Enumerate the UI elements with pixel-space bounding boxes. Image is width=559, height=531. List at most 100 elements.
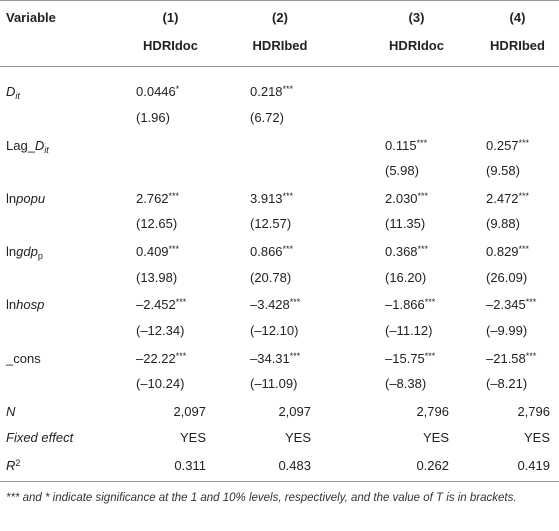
value-text: YES	[422, 430, 449, 445]
significance-stars: ***	[518, 138, 530, 148]
cell-value: 2,097	[249, 403, 311, 421]
row-label: _cons	[6, 350, 41, 368]
significance-stars: ***	[518, 244, 530, 254]
value-text: (12.65)	[136, 216, 178, 231]
significance-stars: ***	[282, 84, 294, 94]
cell-value: 0.0446*	[136, 83, 179, 101]
cell-value: 2,796	[384, 403, 449, 421]
column-number: (2)	[272, 10, 288, 25]
value-text: –15.75	[385, 351, 425, 366]
value-text: (12.57)	[250, 216, 292, 231]
cell-value: (20.78)	[250, 269, 291, 287]
value-text: 0.0446	[136, 84, 176, 99]
value-text: 0.218	[250, 84, 283, 99]
row-label: Fixed effect	[6, 429, 73, 447]
column-number: (3)	[408, 10, 425, 25]
column-name: HDRIbed	[490, 38, 545, 53]
cell-value: 2.762***	[136, 190, 179, 208]
cell-value: 2.472***	[486, 190, 529, 208]
value-text: (–12.10)	[250, 323, 299, 338]
significance-stars: ***	[417, 244, 429, 254]
value-text: 0.115	[385, 138, 417, 153]
value-text: 0.311	[174, 458, 206, 473]
value-text: 2,097	[278, 404, 311, 419]
label-part: Fixed effect	[6, 430, 74, 445]
value-text: –3.428	[250, 297, 290, 312]
header-variable: Variable	[6, 10, 56, 25]
label-part: it	[44, 145, 49, 155]
value-text: 0.483	[278, 458, 311, 473]
cell-value: (12.65)	[136, 215, 177, 233]
cell-value: (–12.10)	[250, 322, 298, 340]
value-text: –21.58	[486, 351, 526, 366]
cell-value: 0.866***	[250, 243, 293, 261]
cell-value: (1.96)	[136, 109, 170, 127]
cell-value: YES	[485, 429, 550, 447]
cell-value: (–11.12)	[385, 322, 432, 340]
value-text: (1.96)	[136, 110, 170, 125]
value-text: (–11.12)	[385, 323, 433, 338]
cell-value: 0.311	[135, 457, 206, 475]
cell-value: YES	[384, 429, 449, 447]
row-label: lngdpp	[6, 243, 43, 261]
value-text: 0.409	[136, 244, 169, 259]
cell-value: –21.58***	[486, 350, 536, 368]
cell-value: (5.98)	[385, 162, 419, 180]
value-text: (–8.38)	[385, 376, 427, 391]
label-part: D	[6, 84, 16, 99]
cell-value: –1.866***	[385, 296, 435, 314]
significance-stars: ***	[416, 138, 428, 148]
cell-value: 0.483	[249, 457, 311, 475]
value-text: 0.262	[416, 458, 449, 473]
value-text: –2.452	[136, 297, 176, 312]
value-text: –34.31	[250, 351, 290, 366]
cell-value: 0.409***	[136, 243, 179, 261]
row-label: N	[6, 403, 15, 421]
significance-stars: ***	[168, 191, 180, 201]
significance-stars: ***	[424, 351, 436, 361]
cell-value: (13.98)	[136, 269, 177, 287]
cell-value: (16.20)	[385, 269, 426, 287]
cell-value: 2,097	[135, 403, 206, 421]
label-part: Lag_	[6, 138, 35, 153]
cell-value: (9.88)	[486, 215, 520, 233]
value-text: 2.030	[385, 191, 418, 206]
cell-value: –3.428***	[250, 296, 300, 314]
value-text: 0.866	[250, 244, 283, 259]
value-text: 0.257	[486, 138, 519, 153]
cell-value: (–8.21)	[486, 375, 527, 393]
significance-stars: ***	[424, 297, 436, 307]
cell-value: (11.35)	[385, 215, 425, 233]
value-text: 2,097	[173, 404, 206, 419]
column-number: (4)	[509, 10, 526, 25]
label-part: 2	[15, 458, 21, 468]
label-part: ln	[6, 244, 17, 259]
top-rule	[0, 0, 559, 1]
cell-value: 0.829***	[486, 243, 529, 261]
significance-stars: ***	[518, 191, 530, 201]
value-text: 2.762	[136, 191, 169, 206]
value-text: YES	[284, 430, 311, 445]
row-label: lnhosp	[6, 296, 44, 314]
value-text: 2,796	[416, 404, 449, 419]
label-part: p	[37, 251, 43, 261]
cell-value: 0.419	[485, 457, 550, 475]
significance-stars: ***	[282, 191, 294, 201]
cell-value: 0.368***	[385, 243, 428, 261]
bottom-rule	[0, 481, 559, 482]
significance-stars: ***	[417, 191, 429, 201]
significance-stars: ***	[175, 351, 187, 361]
cell-value: –34.31***	[250, 350, 300, 368]
cell-value: (26.09)	[486, 269, 527, 287]
value-text: 2,796	[517, 404, 550, 419]
column-name: HDRIdoc	[389, 38, 444, 53]
significance-stars: *	[175, 84, 180, 94]
row-label: Lag_Dit	[6, 137, 49, 155]
value-text: (6.72)	[250, 110, 284, 125]
value-text: (–8.21)	[486, 376, 528, 391]
cell-value: (–9.99)	[486, 322, 527, 340]
cell-value: 0.257***	[486, 137, 529, 155]
cell-value: (–11.09)	[250, 375, 297, 393]
value-text: (11.35)	[385, 216, 426, 231]
